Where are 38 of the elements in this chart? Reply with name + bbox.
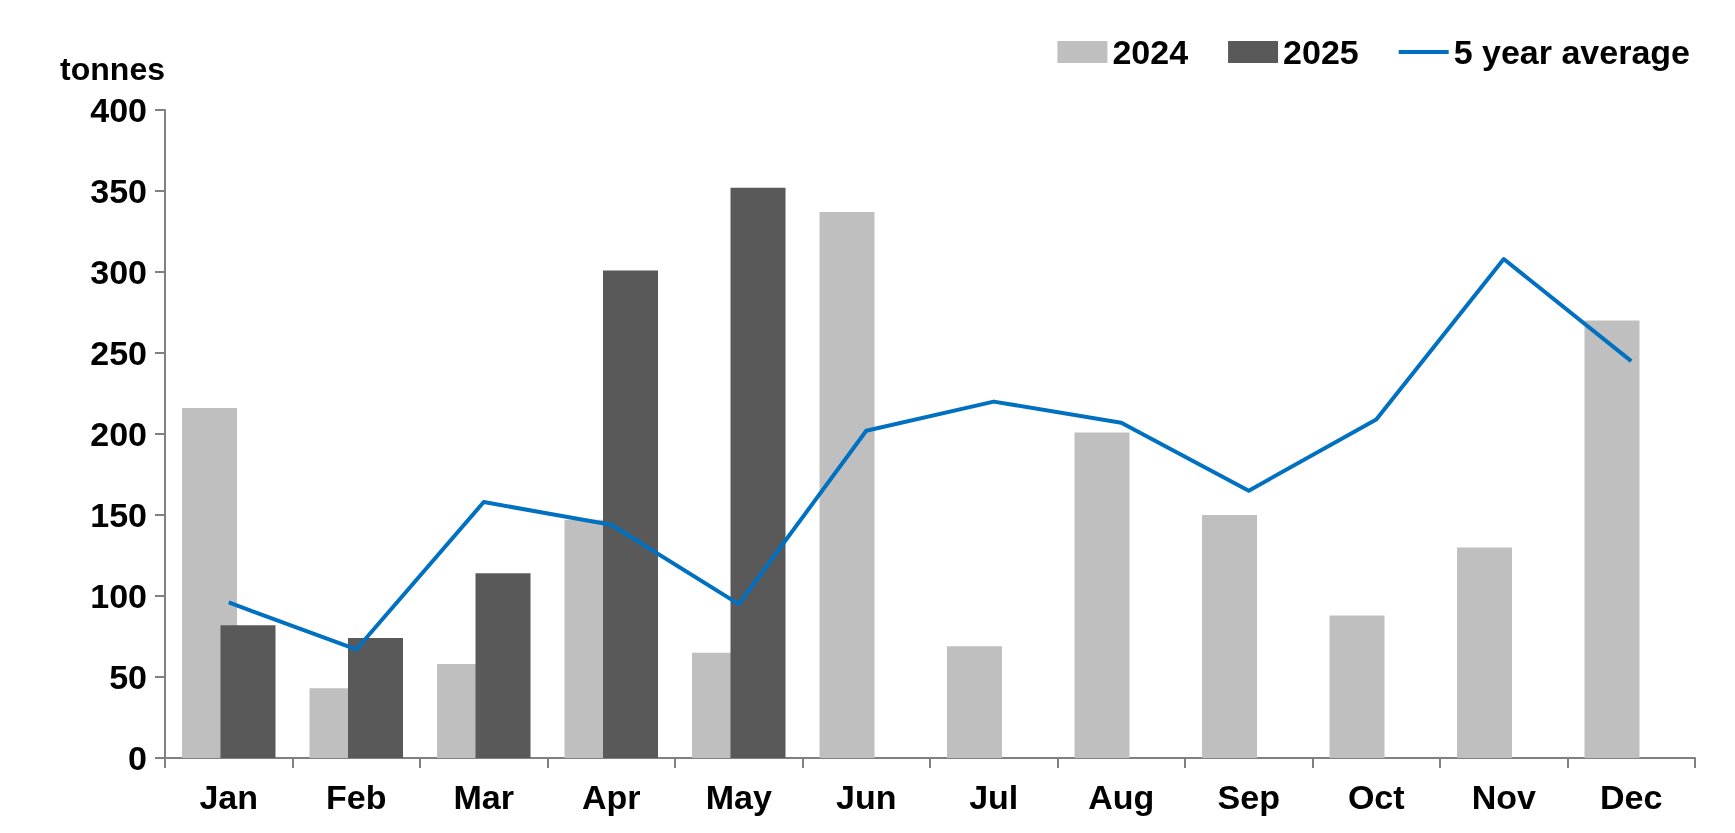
x-tick-label: Sep <box>1217 778 1280 816</box>
line-series <box>226 257 1634 652</box>
x-tick-label: May <box>705 778 772 816</box>
x-tick-label: Feb <box>326 778 387 816</box>
y-tick-label: 300 <box>90 253 147 291</box>
bar <box>947 646 1002 758</box>
bar <box>1074 432 1130 758</box>
x-tick-label: Jan <box>199 778 259 816</box>
x-tick-label: Dec <box>1600 778 1663 816</box>
x-tick-label: Apr <box>581 778 641 816</box>
x-tick-label: Jul <box>969 778 1019 816</box>
x-tick-label: Mar <box>453 778 514 816</box>
bar <box>1329 615 1385 758</box>
y-tick-label: 200 <box>90 415 147 453</box>
legend-label: 2024 <box>1112 33 1189 71</box>
x-tick-label: Nov <box>1471 778 1536 816</box>
bar <box>1202 515 1257 758</box>
x-tick-label: Oct <box>1347 778 1405 816</box>
x-tick-label: Aug <box>1088 778 1155 816</box>
bar <box>220 625 276 758</box>
y-tick-label: 50 <box>109 658 147 696</box>
bar <box>1457 547 1512 758</box>
bar <box>348 638 403 758</box>
y-tick-label: 400 <box>90 91 147 129</box>
x-tick-label: Jun <box>836 778 897 816</box>
legend-label: 5 year average <box>1453 33 1691 71</box>
y-tick-label: 150 <box>90 496 147 534</box>
bar <box>730 187 786 758</box>
y-axis-title: tonnes <box>60 51 165 87</box>
y-tick-label: 0 <box>128 739 147 777</box>
legend-label: 2025 <box>1283 33 1359 71</box>
y-tick-label: 250 <box>90 334 147 372</box>
bar <box>475 573 531 758</box>
y-tick-label: 100 <box>90 577 147 615</box>
bar <box>603 270 658 758</box>
bar <box>1584 320 1640 758</box>
bar <box>819 212 875 758</box>
y-tick-label: 350 <box>90 172 147 210</box>
